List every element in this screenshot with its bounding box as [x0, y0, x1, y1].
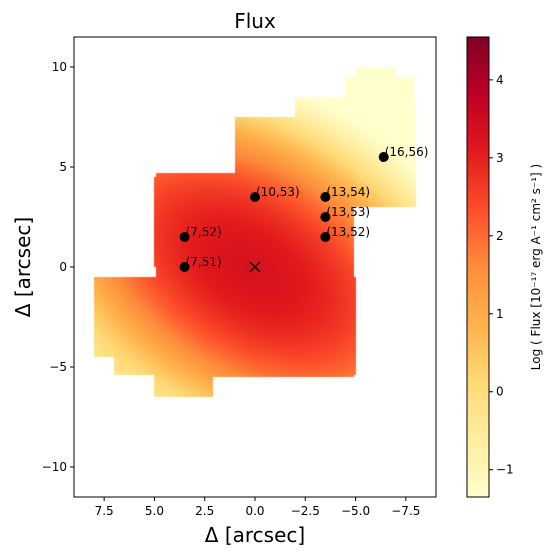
x-tick-label: −5.0 — [341, 504, 370, 518]
y-tick-label: 10 — [52, 60, 67, 74]
y-axis-label: Δ [arcsec] — [11, 217, 35, 317]
point-label: (16,56) — [385, 145, 429, 159]
point-marker — [250, 192, 260, 202]
point-label: (13,54) — [326, 185, 370, 199]
colorbar-tick-label: 1 — [496, 307, 504, 321]
point-marker — [179, 232, 190, 242]
colorbar-tick-label: 4 — [496, 73, 504, 87]
colorbar-label: Log ( Flux [10⁻¹⁷ erg A⁻¹ cm² s⁻¹] ) — [529, 164, 543, 370]
y-tick-label: 0 — [59, 260, 67, 274]
x-tick-label: 5.0 — [145, 504, 164, 518]
x-axis-ticks: 7.5 5.0 2.5 0.0 −2.5 −5.0 −7.5 — [95, 497, 420, 518]
point-marker — [320, 212, 331, 222]
point-label: (13,53) — [326, 205, 370, 219]
point-label: (7,51) — [186, 255, 222, 269]
point-marker — [320, 192, 331, 202]
point-label: (7,52) — [186, 225, 222, 239]
point-label: (10,53) — [256, 185, 300, 199]
point-markers: (10,53) (13,54) (13,53) (13,52) (7,52) (7,51)… — [179, 145, 429, 272]
center-cross-stroke — [249, 261, 261, 273]
x-tick-label: 2.5 — [195, 504, 214, 518]
colorbar-tick-label: −1 — [496, 463, 514, 477]
colorbar: 4 3 2 1 0 −1 Log ( Flux [10⁻¹⁷ erg A⁻¹ cm² s⁻… — [466, 36, 543, 498]
x-axis-label: Δ [arcsec] — [205, 523, 305, 547]
colorbar-gradient — [466, 36, 490, 498]
plot-area: (10,53) (13,54) (13,53) (13,52) (7,52) (7,51)… — [42, 36, 437, 518]
y-tick-label: 5 — [59, 160, 67, 174]
chart-title: Flux — [234, 9, 276, 33]
y-tick-label: −5 — [49, 360, 67, 374]
x-tick-label: 7.5 — [95, 504, 114, 518]
point-label: (13,52) — [326, 225, 370, 239]
x-tick-label: −2.5 — [291, 504, 320, 518]
y-axis-ticks: 10 5 0 −5 −10 — [42, 60, 74, 474]
point-marker — [378, 152, 389, 162]
colorbar-ticks: 4 3 2 1 0 −1 — [489, 73, 514, 477]
x-tick-label: −7.5 — [391, 504, 420, 518]
colorbar-tick-label: 3 — [496, 151, 504, 165]
colorbar-tick-label: 0 — [496, 385, 504, 399]
point-marker — [320, 232, 331, 242]
y-tick-label: −10 — [42, 460, 67, 474]
point-marker — [179, 262, 190, 272]
center-cross-marker — [249, 261, 261, 273]
colorbar-tick-label: 2 — [496, 229, 504, 243]
x-tick-label: 0.0 — [245, 504, 264, 518]
